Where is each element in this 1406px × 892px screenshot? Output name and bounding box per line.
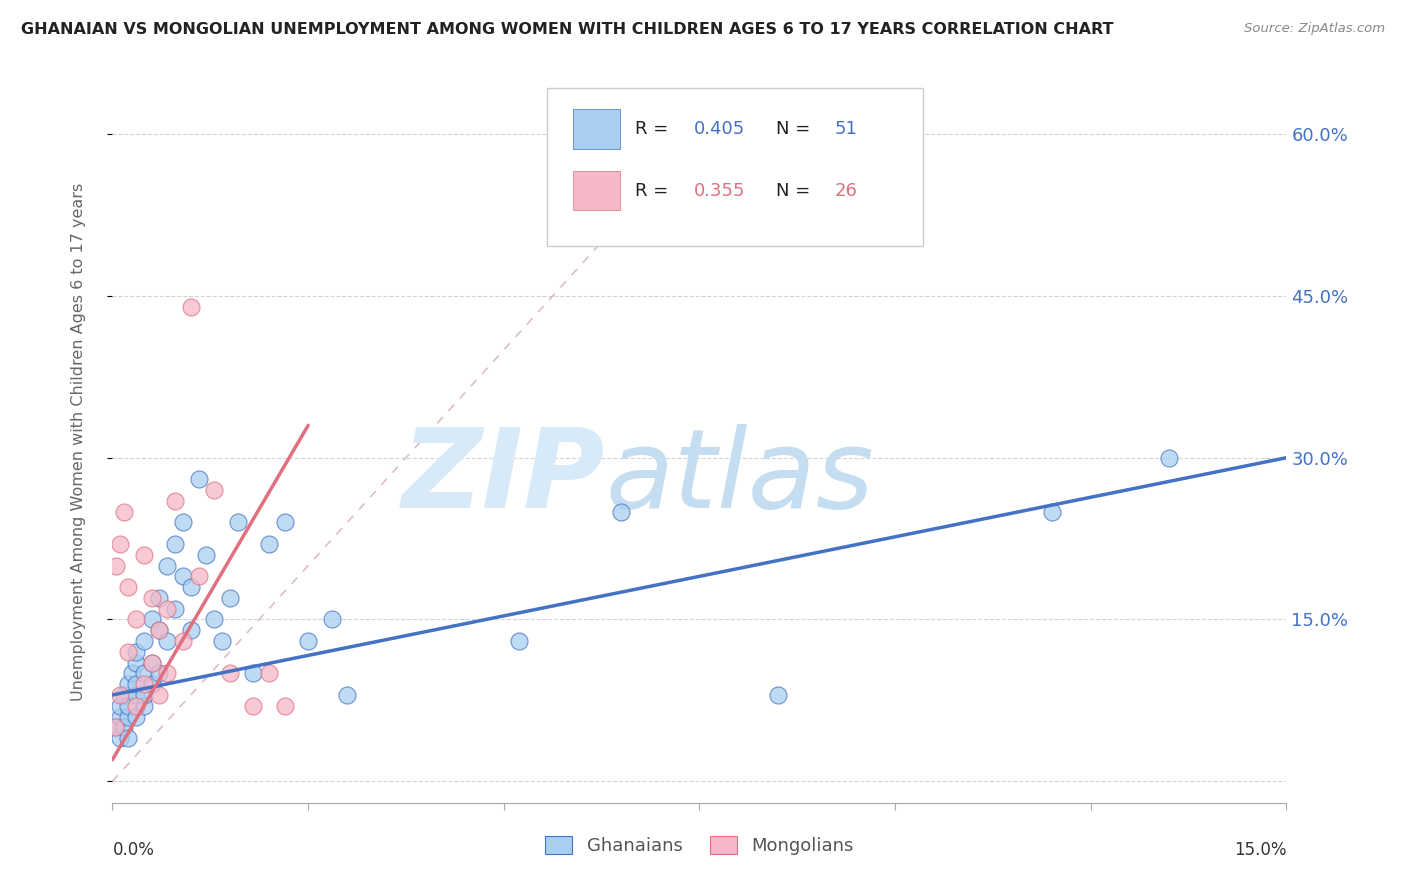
- Point: [242, 666, 264, 681]
- Point: [117, 677, 139, 691]
- Point: [141, 612, 163, 626]
- Point: [110, 537, 132, 551]
- Text: 0.405: 0.405: [693, 120, 745, 138]
- Point: [156, 634, 179, 648]
- Point: [132, 666, 155, 681]
- Point: [202, 612, 225, 626]
- Point: [112, 505, 135, 519]
- Point: [156, 666, 179, 681]
- Point: [132, 677, 155, 691]
- Point: [148, 688, 170, 702]
- Point: [141, 656, 163, 670]
- Point: [219, 666, 242, 681]
- Point: [141, 656, 163, 670]
- Point: [180, 624, 202, 638]
- Point: [297, 634, 319, 648]
- Text: Source: ZipAtlas.com: Source: ZipAtlas.com: [1244, 22, 1385, 36]
- Point: [273, 698, 295, 713]
- Point: [1159, 450, 1181, 465]
- Point: [219, 591, 242, 605]
- Point: [336, 688, 359, 702]
- Point: [257, 666, 280, 681]
- Point: [195, 548, 218, 562]
- Point: [105, 720, 128, 734]
- Y-axis label: Unemployment Among Women with Children Ages 6 to 17 years: Unemployment Among Women with Children A…: [72, 183, 86, 700]
- Point: [117, 731, 139, 745]
- Text: ZIP: ZIP: [402, 425, 606, 531]
- FancyBboxPatch shape: [572, 170, 620, 211]
- Point: [610, 505, 633, 519]
- Point: [117, 645, 139, 659]
- Point: [132, 634, 155, 648]
- Point: [125, 645, 148, 659]
- Point: [112, 720, 135, 734]
- Point: [180, 580, 202, 594]
- Point: [165, 493, 187, 508]
- Point: [1040, 505, 1063, 519]
- Point: [172, 634, 194, 648]
- Point: [321, 612, 343, 626]
- Text: R =: R =: [636, 120, 673, 138]
- Point: [132, 548, 155, 562]
- Point: [117, 709, 139, 723]
- Text: GHANAIAN VS MONGOLIAN UNEMPLOYMENT AMONG WOMEN WITH CHILDREN AGES 6 TO 17 YEARS : GHANAIAN VS MONGOLIAN UNEMPLOYMENT AMONG…: [21, 22, 1114, 37]
- Point: [132, 698, 155, 713]
- Point: [202, 483, 225, 497]
- Point: [187, 472, 209, 486]
- Text: 0.355: 0.355: [693, 182, 745, 200]
- Point: [226, 516, 249, 530]
- Point: [165, 601, 187, 615]
- FancyBboxPatch shape: [547, 87, 922, 246]
- Point: [105, 558, 128, 573]
- Point: [156, 601, 179, 615]
- Text: atlas: atlas: [606, 425, 875, 531]
- Point: [141, 591, 163, 605]
- FancyBboxPatch shape: [572, 109, 620, 149]
- Point: [211, 634, 233, 648]
- Point: [110, 698, 132, 713]
- Point: [148, 591, 170, 605]
- Point: [117, 698, 139, 713]
- Text: 0.0%: 0.0%: [112, 840, 155, 858]
- Point: [156, 558, 179, 573]
- Point: [172, 569, 194, 583]
- Point: [187, 569, 209, 583]
- Point: [125, 688, 148, 702]
- Text: 51: 51: [835, 120, 858, 138]
- Point: [242, 698, 264, 713]
- Text: R =: R =: [636, 182, 673, 200]
- Point: [110, 688, 132, 702]
- Point: [125, 698, 148, 713]
- Point: [117, 580, 139, 594]
- Point: [172, 516, 194, 530]
- Point: [148, 624, 170, 638]
- Text: N =: N =: [776, 182, 815, 200]
- Point: [148, 624, 170, 638]
- Point: [125, 656, 148, 670]
- Point: [257, 537, 280, 551]
- Point: [125, 709, 148, 723]
- Point: [121, 666, 143, 681]
- Point: [141, 677, 163, 691]
- Text: 26: 26: [835, 182, 858, 200]
- Point: [110, 731, 132, 745]
- Point: [148, 666, 170, 681]
- Text: N =: N =: [776, 120, 815, 138]
- Text: 15.0%: 15.0%: [1234, 840, 1286, 858]
- Legend: Ghanaians, Mongolians: Ghanaians, Mongolians: [538, 829, 860, 863]
- Point: [273, 516, 295, 530]
- Point: [508, 634, 530, 648]
- Point: [165, 537, 187, 551]
- Point: [112, 688, 135, 702]
- Point: [110, 709, 132, 723]
- Point: [766, 688, 789, 702]
- Point: [125, 677, 148, 691]
- Point: [132, 688, 155, 702]
- Point: [180, 300, 202, 314]
- Point: [125, 612, 148, 626]
- Point: [104, 720, 127, 734]
